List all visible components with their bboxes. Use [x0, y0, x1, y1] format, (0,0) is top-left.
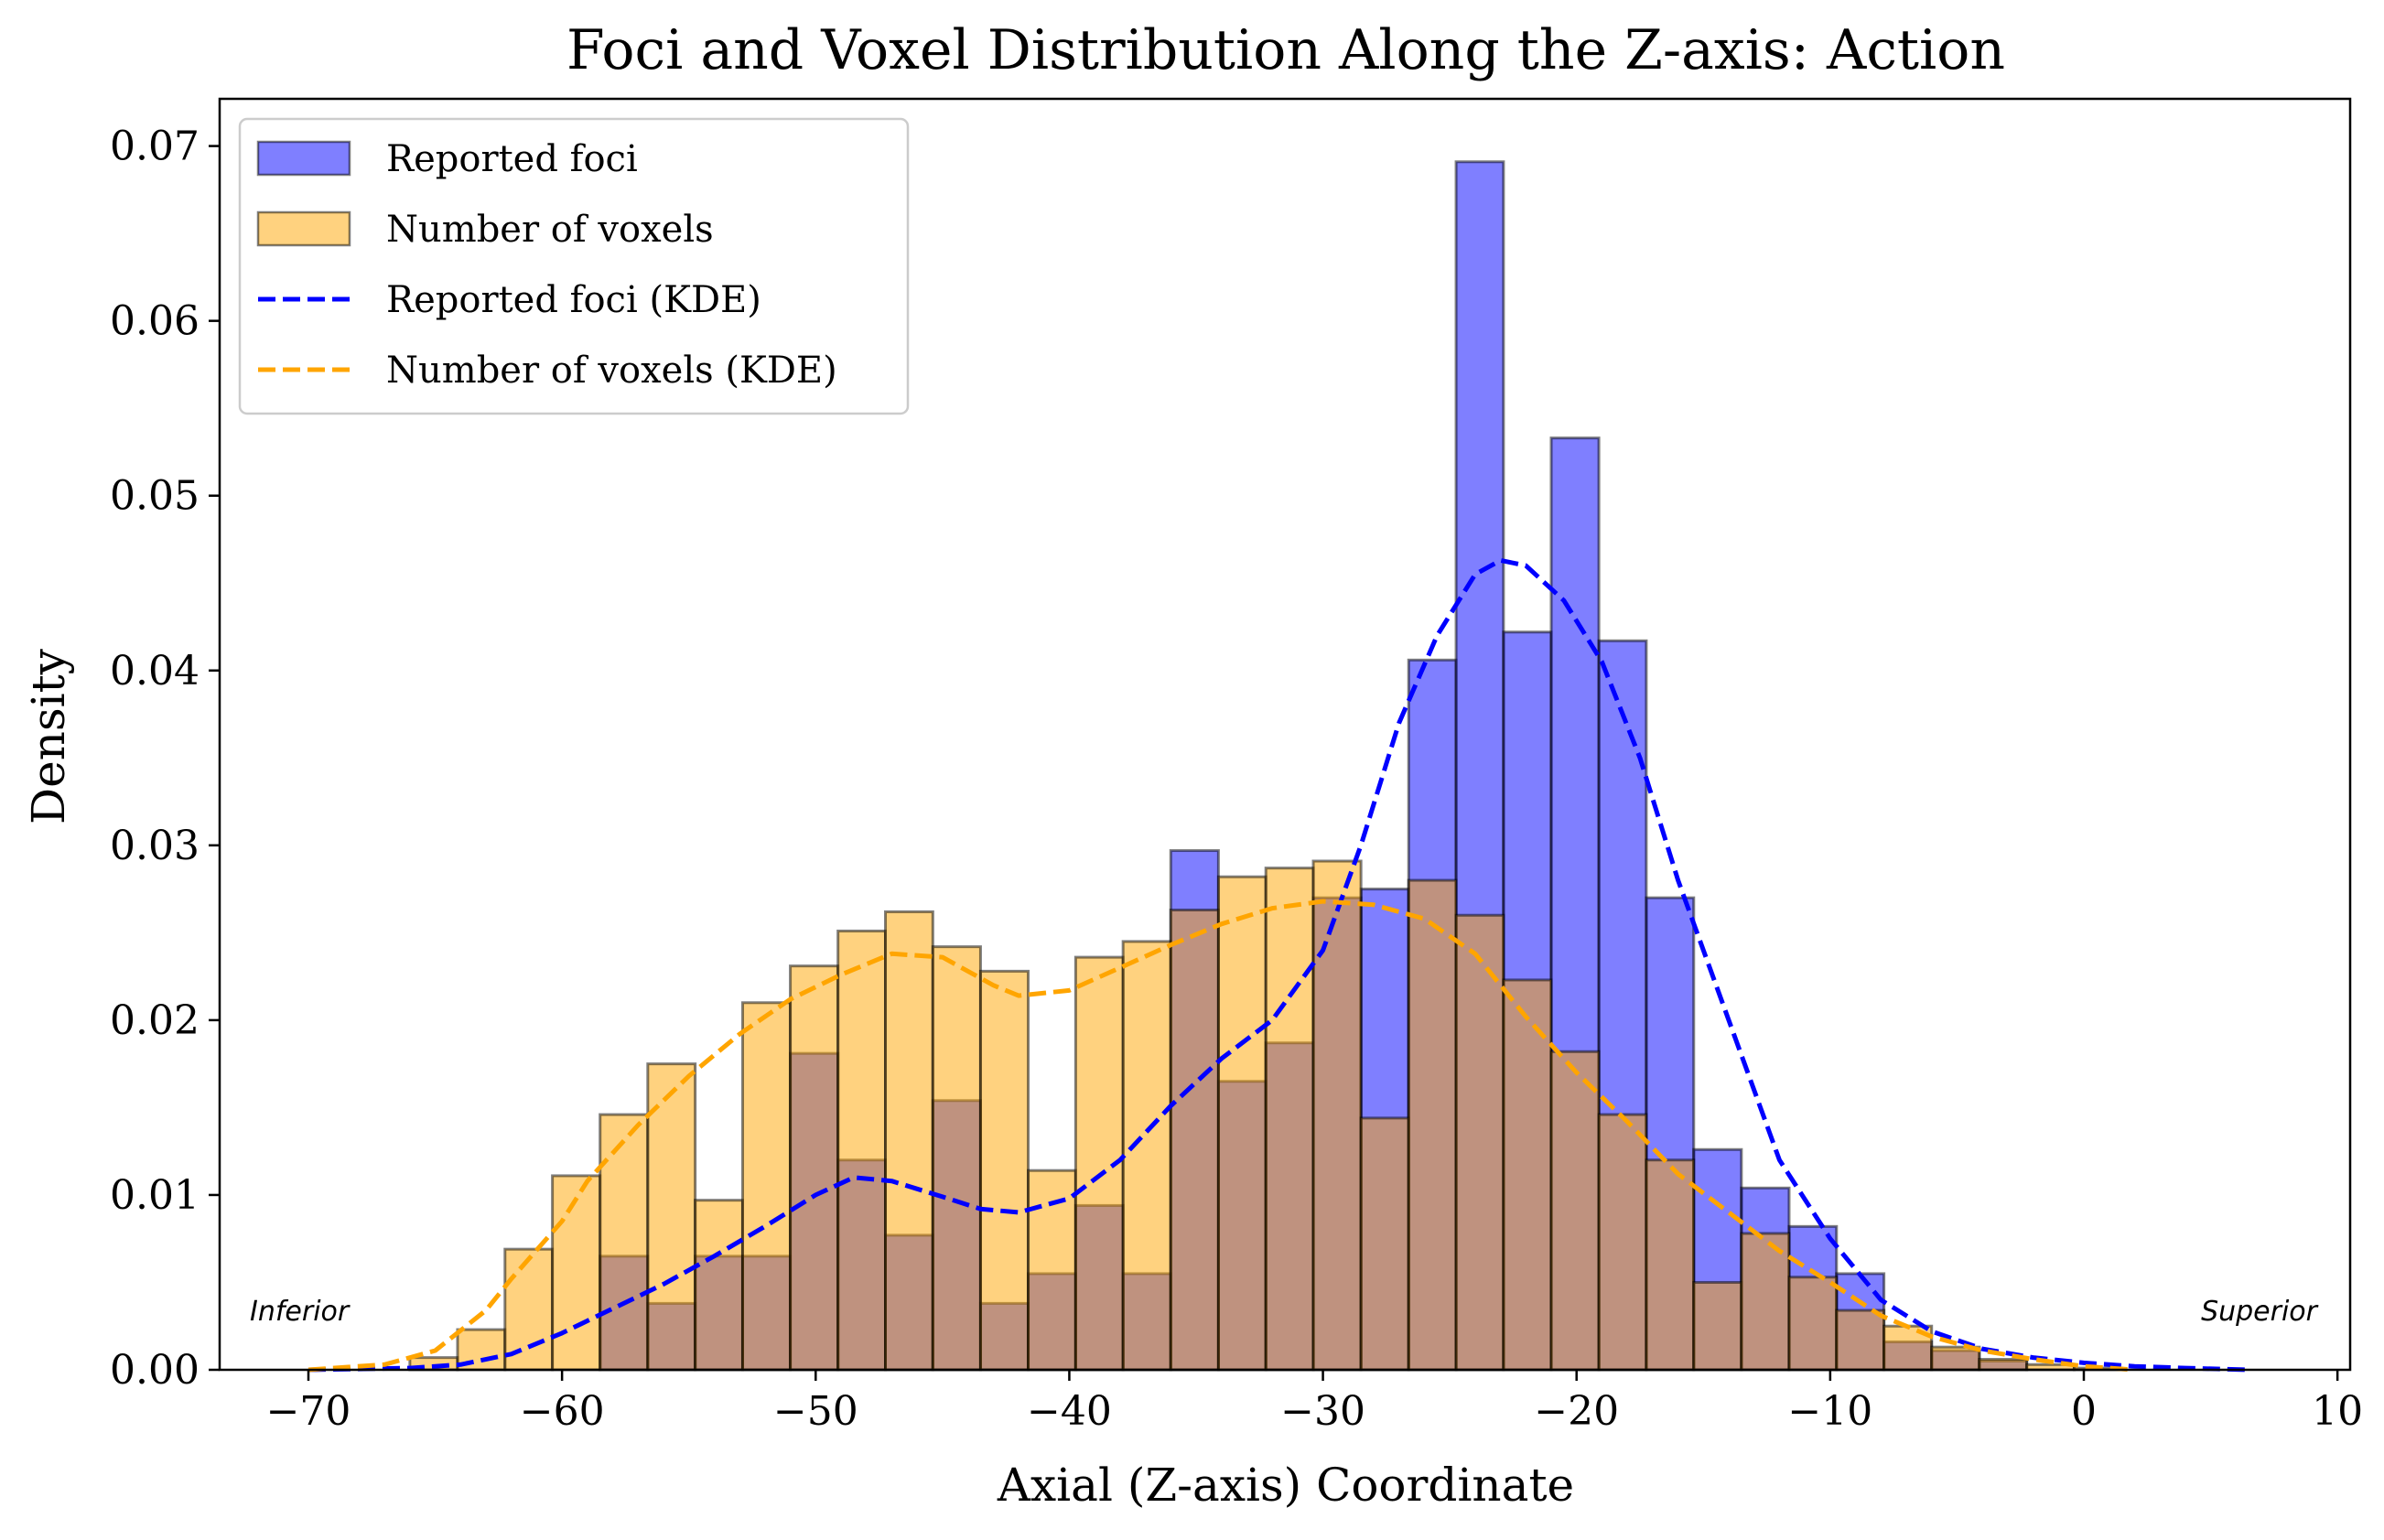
- bar-voxels-18: [1264, 867, 1315, 1372]
- x-tick-label-7: 0: [2071, 1388, 2097, 1435]
- legend-swatch-0: [256, 140, 351, 177]
- annotation-inferior: Inferior: [250, 1296, 351, 1328]
- bar-voxels-9: [836, 929, 887, 1372]
- legend-box: [238, 117, 910, 415]
- bar-voxels-19: [1311, 859, 1363, 1372]
- bar-voxels-33: [1978, 1358, 2029, 1372]
- x-tick-label-4: −30: [1280, 1388, 1365, 1435]
- bar-voxels-3: [551, 1174, 602, 1372]
- bar-voxels-15: [1121, 940, 1172, 1372]
- y-tick-label-5: 0.05: [110, 473, 200, 520]
- legend-swatch-1: [256, 210, 351, 247]
- ticks-group: −70 −60 −50 −40 −30 −20 −10 0 10 0.00 0.01 0.02 0.03…: [110, 124, 2363, 1435]
- bar-voxels-27: [1692, 1280, 1743, 1372]
- bar-voxels-12: [978, 969, 1030, 1372]
- kde-line-voxels: [307, 899, 2135, 1373]
- x-tick-label-3: −40: [1027, 1388, 1112, 1435]
- y-tick-label-1: 0.01: [110, 1172, 200, 1219]
- kde-line-foci: [307, 557, 2249, 1373]
- bar-voxels-16: [1169, 909, 1220, 1372]
- bar-voxels-4: [599, 1113, 650, 1372]
- x-tick-label-6: −10: [1787, 1388, 1872, 1435]
- y-axis-label: Density: [22, 648, 75, 824]
- plot-frame: [218, 97, 2352, 1372]
- legend: Reported foci Number of voxels Reported fo…: [238, 117, 910, 415]
- legend-label-3: Number of voxels (KDE): [386, 350, 837, 392]
- legend-label-2: Reported foci (KDE): [386, 279, 761, 321]
- annotation-superior: Superior: [2201, 1296, 2319, 1328]
- bar-voxels-5: [646, 1062, 697, 1372]
- bar-voxels-28: [1740, 1232, 1791, 1372]
- y-tick-label-0: 0.00: [110, 1347, 200, 1394]
- x-tick-label-5: −20: [1534, 1388, 1619, 1435]
- legend-label-0: Reported foci: [386, 138, 638, 180]
- y-tick-label-4: 0.04: [110, 648, 200, 695]
- chart-title: Foci and Voxel Distribution Along the Z-…: [566, 18, 2005, 82]
- x-axis-label: Axial (Z-axis) Coordinate: [997, 1459, 1574, 1512]
- bar-voxels-30: [1835, 1308, 1886, 1372]
- bar-voxels-13: [1027, 1168, 1077, 1372]
- legend-label-1: Number of voxels: [386, 209, 714, 251]
- y-tick-label-2: 0.02: [110, 997, 200, 1044]
- bar-voxels-7: [740, 1001, 793, 1372]
- bar-voxels-21: [1407, 878, 1458, 1372]
- y-tick-label-3: 0.03: [110, 823, 200, 869]
- kde-lines-group: [307, 557, 2249, 1373]
- bar-voxels-29: [1787, 1276, 1839, 1372]
- x-tick-label-1: −60: [520, 1388, 605, 1435]
- axes-group: [218, 97, 2352, 1372]
- x-tick-label-8: 10: [2312, 1388, 2363, 1435]
- bar-voxels-22: [1454, 913, 1505, 1372]
- x-tick-label-2: −50: [773, 1388, 858, 1435]
- y-tick-label-6: 0.06: [110, 298, 200, 345]
- bar-voxels-6: [694, 1199, 744, 1372]
- bar-voxels-11: [931, 945, 982, 1372]
- y-tick-label-7: 0.07: [110, 124, 200, 170]
- bar-voxels-20: [1359, 1116, 1410, 1372]
- bar-voxels-25: [1597, 1113, 1648, 1372]
- bar-voxels-32: [1930, 1345, 1981, 1372]
- bar-voxels-26: [1645, 1158, 1696, 1372]
- bar-voxels-10: [884, 910, 934, 1372]
- bar-voxels-23: [1502, 978, 1553, 1372]
- bar-voxels-17: [1216, 875, 1268, 1372]
- bar-voxels-24: [1549, 1050, 1601, 1372]
- x-tick-label-0: −70: [266, 1388, 351, 1435]
- bar-voxels-8: [789, 964, 840, 1372]
